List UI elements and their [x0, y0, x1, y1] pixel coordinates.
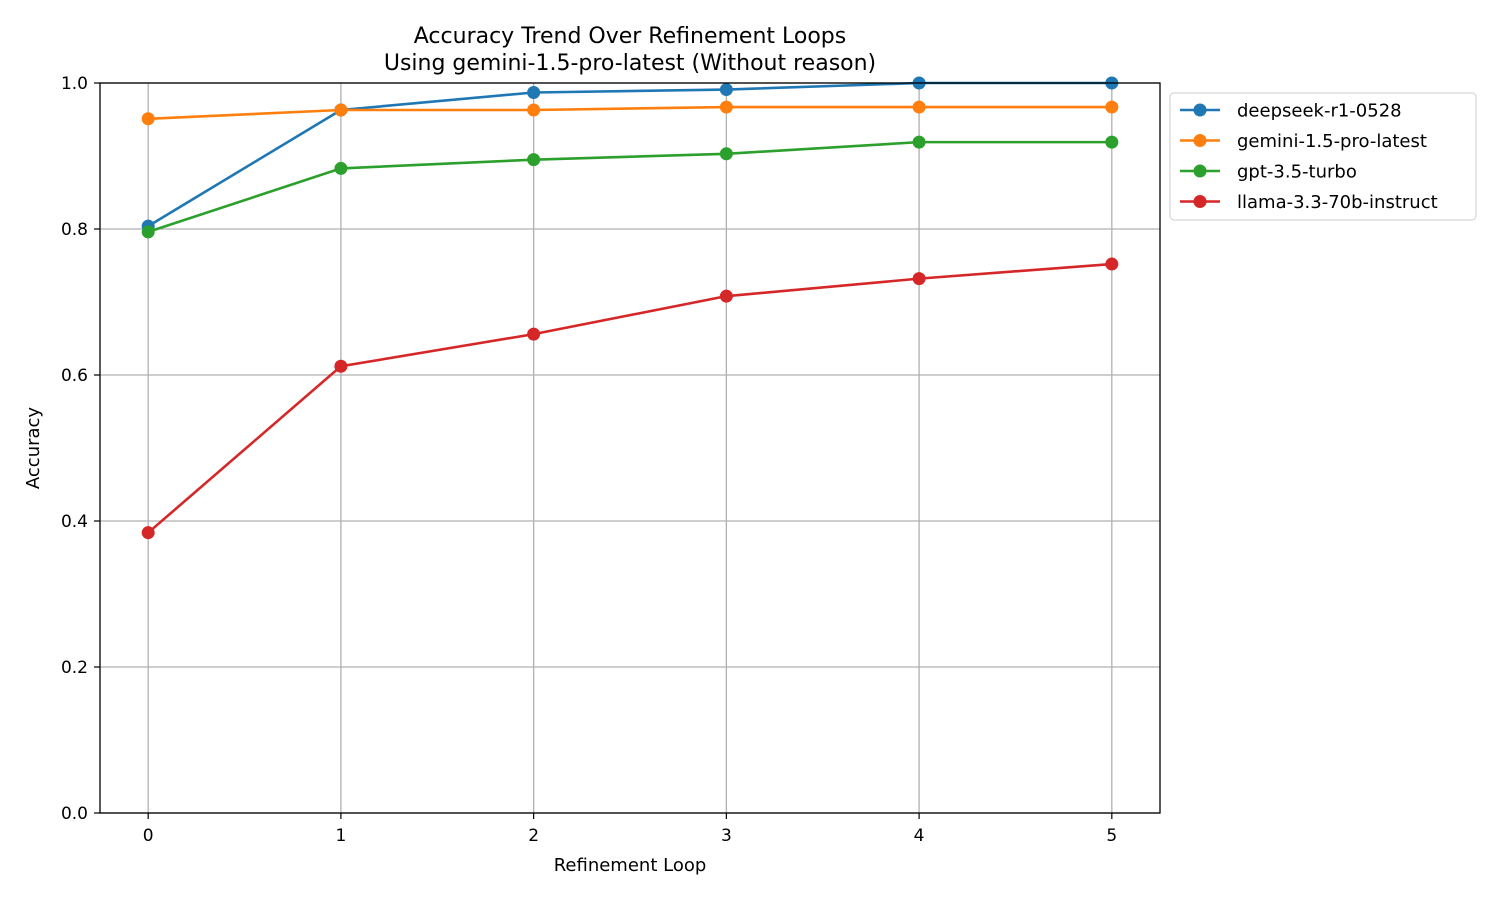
grid — [100, 82, 1160, 814]
y-tick-label: 0.8 — [61, 220, 88, 240]
data-point — [334, 103, 348, 117]
legend-swatch-marker — [1193, 195, 1207, 208]
data-point — [912, 272, 926, 286]
legend-swatch-marker — [1193, 164, 1207, 178]
x-tick-label: 3 — [721, 826, 732, 846]
data-point — [141, 526, 155, 540]
data-point — [719, 100, 733, 114]
x-tick-label: 2 — [528, 826, 539, 846]
legend-item: llama-3.3-70b-instruct — [1180, 192, 1438, 213]
legend-item: deepseek-r1-0528 — [1180, 101, 1402, 122]
data-point — [719, 289, 733, 303]
chart-subtitle: Using gemini-1.5-pro-latest (Without rea… — [384, 51, 876, 76]
series-llama-3.3-70b-instruct — [141, 257, 1119, 540]
legend-swatch-marker — [1193, 134, 1207, 147]
data-point — [527, 327, 541, 341]
data-point — [912, 135, 926, 149]
data-point — [527, 103, 541, 117]
data-point — [334, 161, 348, 175]
series-line — [148, 105, 1112, 121]
data-point — [334, 359, 348, 373]
x-tick-label: 0 — [143, 826, 154, 846]
series-line — [147, 262, 1112, 534]
legend-swatch-marker — [1193, 103, 1207, 117]
y-tick-label: 0.2 — [61, 658, 88, 678]
y-tick-label: 0.0 — [61, 804, 88, 824]
legend-label: deepseek-r1-0528 — [1237, 101, 1402, 122]
data-point — [719, 83, 733, 97]
x-tick-label: 4 — [914, 826, 925, 846]
series-line — [147, 140, 1112, 234]
data-point — [1105, 100, 1119, 114]
legend-label: gemini-1.5-pro-latest — [1237, 131, 1427, 152]
x-tick-label: 5 — [1106, 826, 1117, 846]
data-point — [912, 100, 926, 114]
data-point — [1105, 135, 1119, 149]
legend-label: gpt-3.5-turbo — [1237, 162, 1357, 183]
series-gpt-3.5-turbo — [141, 135, 1119, 239]
legend-item: gpt-3.5-turbo — [1180, 162, 1357, 183]
data-point — [141, 225, 155, 239]
data-point — [527, 153, 541, 167]
data-point — [141, 112, 155, 126]
data-point — [719, 147, 733, 161]
series-gemini-1.5-pro-latest — [141, 100, 1119, 126]
x-axis: 0 1 2 3 4 5 — [143, 813, 1117, 846]
data-point — [1105, 257, 1119, 271]
y-tick-label: 1.0 — [61, 74, 88, 94]
plot-frame — [99, 82, 1161, 814]
x-tick-label: 1 — [335, 826, 346, 846]
y-axis-label: Accuracy — [23, 407, 44, 490]
legend: deepseek-r1-0528 gemini-1.5-pro-latest gpt… — [1169, 92, 1477, 221]
y-tick-label: 0.6 — [61, 366, 88, 386]
y-axis: 0.0 0.2 0.4 0.6 0.8 1.0 — [61, 74, 100, 824]
legend-item: gemini-1.5-pro-latest — [1180, 131, 1427, 152]
chart-title: Accuracy Trend Over Refinement Loops — [414, 24, 846, 49]
legend-label: llama-3.3-70b-instruct — [1237, 192, 1438, 213]
data-point — [527, 85, 541, 99]
legend-box — [1169, 92, 1477, 221]
y-tick-label: 0.4 — [61, 512, 88, 532]
x-axis-label: Refinement Loop — [554, 855, 707, 876]
